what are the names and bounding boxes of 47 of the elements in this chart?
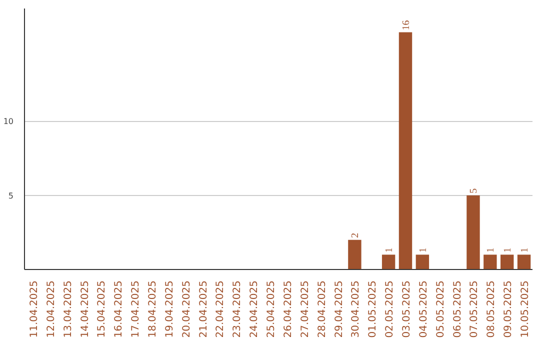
x-tick-label: 19.04.2025 <box>164 280 176 338</box>
data-label: 5 <box>468 188 480 194</box>
data-label: 16 <box>401 20 412 30</box>
x-tick-label: 11.04.2025 <box>28 280 40 338</box>
bar <box>348 240 362 270</box>
data-label: 1 <box>502 248 514 253</box>
x-tick-label: 21.04.2025 <box>198 280 210 338</box>
x-tick-label: 15.04.2025 <box>96 280 108 338</box>
data-label: 1 <box>418 248 429 253</box>
data-label: 1 <box>520 248 531 253</box>
x-tick-label: 14.04.2025 <box>80 280 91 338</box>
bar <box>484 254 497 270</box>
x-tick-label: 13.04.2025 <box>62 280 74 338</box>
x-tick-label: 05.05.2025 <box>435 280 446 338</box>
data-label: 1 <box>486 248 497 253</box>
x-tick-label: 25.04.2025 <box>266 280 278 338</box>
x-tick-label: 17.04.2025 <box>130 280 142 338</box>
bar <box>466 195 480 270</box>
bar <box>382 254 396 270</box>
bar <box>398 32 412 270</box>
x-tick-label: 08.05.2025 <box>486 280 498 338</box>
x-tick-label: 27.04.2025 <box>300 280 311 338</box>
x-tick-label: 22.04.2025 <box>215 280 226 338</box>
bar <box>500 254 514 270</box>
x-tick-label: 01.05.2025 <box>368 280 379 338</box>
y-tick-label: 10 <box>3 117 14 126</box>
x-tick-label: 30.04.2025 <box>350 280 362 338</box>
x-tick-label: 18.04.2025 <box>148 280 158 338</box>
x-tick-label: 03.05.2025 <box>402 280 412 338</box>
x-tick-label: 28.04.2025 <box>316 280 328 338</box>
x-tick-label: 16.04.2025 <box>114 280 125 338</box>
bar <box>416 254 430 270</box>
x-tick-label: 09.05.2025 <box>503 280 514 338</box>
x-tick-label: 06.05.2025 <box>452 280 464 338</box>
x-tick-label: 24.04.2025 <box>249 280 260 338</box>
x-tick-label: 20.04.2025 <box>181 280 192 338</box>
x-tick-label: 12.04.2025 <box>46 280 57 338</box>
bar <box>517 254 531 270</box>
data-label: 1 <box>384 248 396 253</box>
x-tick-label: 04.05.2025 <box>418 280 430 338</box>
x-tick-label: 29.04.2025 <box>334 280 345 338</box>
x-tick-label: 10.05.2025 <box>520 280 532 338</box>
data-label: 2 <box>350 232 362 238</box>
x-tick-label: 07.05.2025 <box>469 280 480 338</box>
x-tick-label: 26.04.2025 <box>282 280 294 338</box>
x-tick-label: 02.05.2025 <box>384 280 396 338</box>
x-tick-label: 23.04.2025 <box>232 280 244 338</box>
